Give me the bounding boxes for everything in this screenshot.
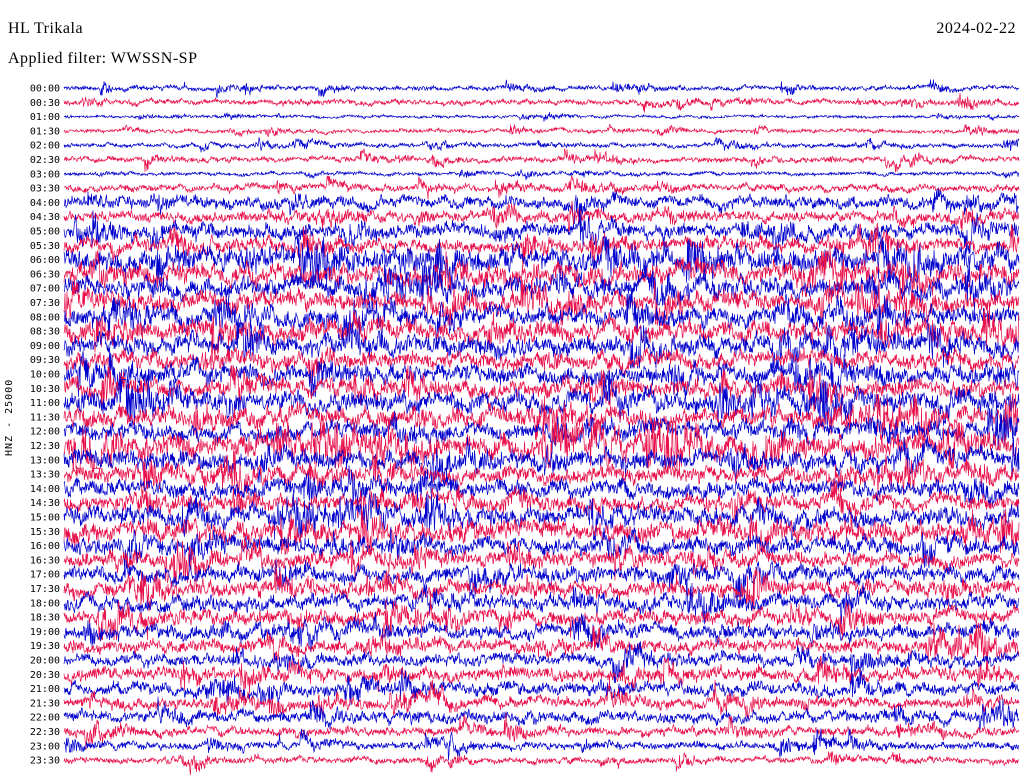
time-label: 22:00 [30, 713, 60, 724]
seismo-trace [63, 249, 1020, 298]
time-label: 15:30 [30, 527, 60, 538]
seismo-trace [63, 508, 1020, 555]
seismo-trace [64, 264, 1020, 312]
seismo-trace [63, 236, 1020, 284]
time-label: 14:30 [30, 498, 60, 509]
time-label: 22:30 [30, 727, 60, 738]
time-label: 17:00 [30, 570, 60, 581]
seismo-trace [63, 201, 1020, 233]
seismo-trace [63, 136, 1020, 153]
seismo-trace [63, 579, 1020, 625]
time-label: 20:30 [30, 670, 60, 681]
time-label: 03:00 [30, 169, 60, 180]
time-label: 06:00 [30, 255, 60, 266]
time-label: 11:30 [30, 412, 60, 423]
time-label: 01:30 [30, 126, 60, 137]
time-label: 19:30 [30, 641, 60, 652]
time-label: 18:30 [30, 613, 60, 624]
time-label: 07:00 [30, 284, 60, 295]
time-label: 10:00 [30, 370, 60, 381]
seismo-trace [63, 751, 1020, 775]
seismo-trace [63, 175, 1020, 200]
seismo-trace [63, 393, 1020, 441]
time-label: 05:00 [30, 227, 60, 238]
date-label: 2024-02-22 [936, 20, 1016, 37]
time-label: 18:00 [30, 598, 60, 609]
seismo-trace [63, 655, 1020, 695]
seismo-trace [63, 92, 1020, 113]
seismo-trace [63, 479, 1020, 526]
seismo-trace [63, 712, 1020, 750]
seismo-trace [63, 622, 1020, 663]
time-label: 21:30 [30, 698, 60, 709]
time-label: 00:00 [30, 84, 60, 95]
time-label: 02:00 [30, 141, 60, 152]
seismo-trace [63, 536, 1020, 583]
seismo-trace [63, 526, 1020, 569]
seismo-trace [63, 435, 1020, 483]
seismo-trace [63, 365, 1020, 412]
seismo-trace [63, 594, 1020, 641]
seismo-trace [63, 350, 1020, 398]
time-label: 03:30 [30, 184, 60, 195]
time-label: 07:30 [30, 298, 60, 309]
time-label: 09:30 [30, 355, 60, 366]
time-label: 15:00 [30, 513, 60, 524]
seismo-trace [63, 696, 1020, 732]
seismo-trace [63, 612, 1020, 653]
time-label: 02:30 [30, 155, 60, 166]
seismo-trace [63, 293, 1020, 341]
time-label: 20:00 [30, 656, 60, 667]
time-label: 05:30 [30, 241, 60, 252]
time-label: 16:30 [30, 555, 60, 566]
time-label: 16:00 [30, 541, 60, 552]
time-label: 04:30 [30, 212, 60, 223]
time-label: 08:00 [30, 312, 60, 323]
seismo-trace [63, 728, 1020, 761]
time-label: 12:00 [30, 427, 60, 438]
time-label: 10:30 [30, 384, 60, 395]
seismo-trace [63, 421, 1020, 469]
seismo-trace [63, 493, 1020, 541]
seismo-trace [63, 679, 1020, 720]
station-title: HL Trikala [8, 20, 84, 37]
time-label: 23:00 [30, 741, 60, 752]
seismo-trace [63, 322, 1020, 369]
seismo-trace [63, 668, 1020, 706]
time-label: 19:00 [30, 627, 60, 638]
seismo-trace [63, 465, 1020, 508]
seismo-trace [63, 450, 1020, 498]
seismo-trace [63, 408, 1020, 455]
seismo-trace [63, 79, 1020, 99]
time-label: 13:30 [30, 470, 60, 481]
seismo-trace [63, 308, 1020, 355]
time-label: 00:30 [30, 98, 60, 109]
time-label: 13:00 [30, 455, 60, 466]
time-label: 14:00 [30, 484, 60, 495]
time-label: 21:00 [30, 684, 60, 695]
seismo-trace [63, 559, 1020, 598]
seismo-trace [63, 111, 1020, 122]
time-label: 04:00 [30, 198, 60, 209]
time-label: 11:00 [30, 398, 60, 409]
seismo-trace [63, 187, 1019, 226]
seismo-trace [63, 222, 1020, 269]
time-label: 09:00 [30, 341, 60, 352]
seismo-trace [63, 148, 1020, 173]
filter-label: Applied filter: WWSSN-SP [8, 50, 198, 67]
time-label: 01:00 [30, 112, 60, 123]
time-label: 17:30 [30, 584, 60, 595]
time-label: 12:30 [30, 441, 60, 452]
seismo-trace [63, 279, 1020, 326]
seismo-trace [63, 169, 1020, 181]
time-label: 23:30 [30, 756, 60, 767]
time-label: 06:30 [30, 269, 60, 280]
time-label: 08:30 [30, 327, 60, 338]
seismo-trace [63, 123, 1020, 138]
